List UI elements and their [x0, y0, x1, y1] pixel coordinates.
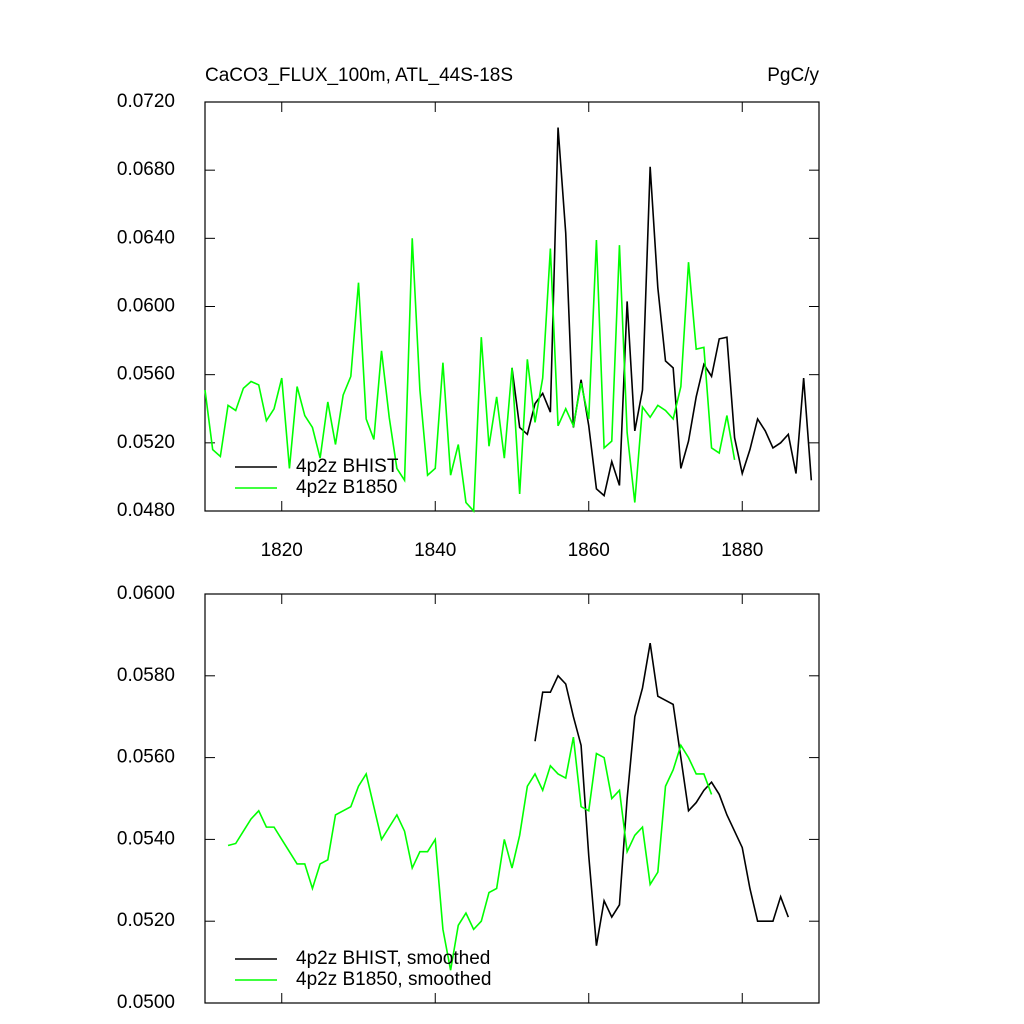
plot-frame [204, 101, 820, 512]
y-tick-label: 0.0720 [117, 91, 175, 112]
y-tick-label: 0.0500 [117, 992, 175, 1013]
y-tick-label: 0.0580 [117, 665, 175, 686]
legend-label: 4p2z BHIST, smoothed [296, 948, 490, 969]
x-tick-label: 1880 [721, 540, 763, 561]
chart-title: CaCO3_FLUX_100m, ATL_44S-18S [205, 65, 513, 86]
y-tick-label: 0.0520 [117, 910, 175, 931]
legend-label: 4p2z B1850 [296, 477, 397, 498]
y-tick-label: 0.0520 [117, 432, 175, 453]
y-tick-label: 0.0640 [117, 227, 175, 248]
plot-frame [204, 593, 820, 1004]
y-tick-label: 0.0600 [117, 296, 175, 317]
data-line [227, 737, 713, 971]
legend-label: 4p2z BHIST [296, 456, 399, 477]
x-tick-label: 1840 [414, 540, 456, 561]
x-tick-label: 1860 [568, 540, 610, 561]
units-label: PgC/y [767, 65, 819, 86]
y-tick-label: 0.0560 [117, 364, 175, 385]
x-tick-label: 1820 [261, 540, 303, 561]
data-line [204, 238, 736, 513]
y-tick-label: 0.0540 [117, 828, 175, 849]
y-tick-label: 0.0600 [117, 583, 175, 604]
data-line [534, 642, 790, 946]
y-tick-label: 0.0480 [117, 500, 175, 521]
y-tick-label: 0.0560 [117, 747, 175, 768]
data-line [511, 127, 813, 498]
y-tick-label: 0.0680 [117, 159, 175, 180]
legend-label: 4p2z B1850, smoothed [296, 969, 491, 990]
